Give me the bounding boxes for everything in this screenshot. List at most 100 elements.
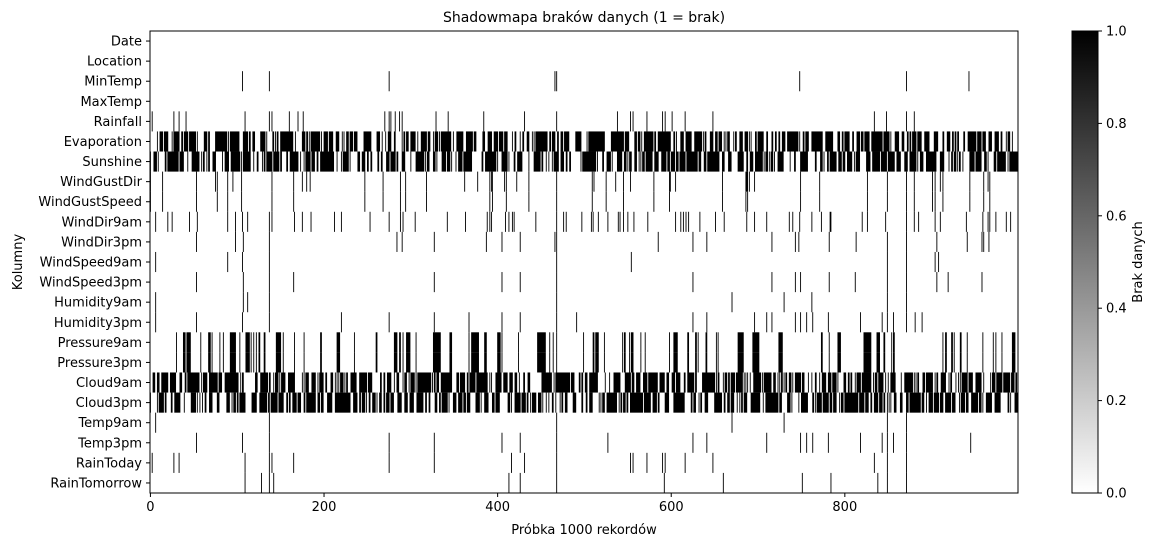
- missing-cell: [377, 151, 380, 172]
- missing-cell: [969, 171, 971, 192]
- missing-cell: [917, 131, 922, 152]
- missing-cell: [737, 332, 744, 353]
- missing-cell: [519, 472, 521, 493]
- missing-cell: [305, 372, 309, 393]
- missing-cell: [622, 332, 624, 353]
- missing-cell: [380, 151, 383, 172]
- missing-cell: [268, 452, 270, 473]
- missing-cell: [688, 211, 690, 232]
- missing-cell: [754, 211, 756, 232]
- missing-cell: [802, 131, 805, 152]
- missing-cell: [839, 392, 841, 413]
- missing-cell: [415, 151, 425, 172]
- missing-cell: [387, 131, 392, 152]
- missing-cell: [768, 151, 770, 172]
- missing-cell: [294, 352, 295, 373]
- missing-cell: [733, 131, 735, 152]
- missing-cell: [619, 211, 621, 232]
- missing-cell: [950, 372, 953, 393]
- missing-cell: [551, 131, 556, 152]
- missing-cell: [236, 392, 239, 413]
- missing-cell: [781, 131, 786, 152]
- colorbar-tick-label: 0.6: [1106, 209, 1127, 224]
- missing-cell: [242, 272, 244, 293]
- missing-cell: [942, 191, 944, 212]
- missing-cell: [432, 332, 441, 353]
- missing-cell: [485, 231, 487, 252]
- missing-cell: [773, 372, 776, 393]
- missing-cell: [981, 272, 983, 293]
- missing-cell: [405, 171, 407, 192]
- y-tick-label: Date: [111, 35, 142, 50]
- plot-background: [150, 31, 1018, 493]
- missing-cell: [983, 171, 985, 192]
- missing-cell: [899, 392, 903, 413]
- missing-cell: [985, 392, 992, 413]
- missing-cell: [886, 292, 888, 313]
- missing-cell: [435, 111, 437, 132]
- missing-cell: [229, 352, 236, 373]
- colorbar-tick-label: 0.8: [1106, 117, 1127, 132]
- missing-cell: [575, 131, 582, 152]
- missing-cell: [446, 151, 451, 172]
- missing-cell: [693, 392, 696, 413]
- missing-cell: [1000, 131, 1003, 152]
- missing-cell: [343, 131, 345, 152]
- missing-cell: [871, 131, 883, 152]
- missing-cell: [505, 191, 507, 212]
- missing-cell: [820, 352, 823, 373]
- missing-cell: [707, 151, 720, 172]
- missing-cell: [404, 372, 407, 393]
- missing-cell: [432, 372, 433, 393]
- missing-cell: [310, 211, 312, 232]
- missing-cell: [514, 372, 518, 393]
- missing-cell: [879, 392, 883, 413]
- missing-cell: [623, 191, 624, 212]
- missing-cell: [271, 171, 273, 192]
- missing-cell: [690, 392, 693, 413]
- missing-cell: [517, 151, 523, 172]
- missing-cell: [359, 392, 361, 413]
- heatmap-row-raintomorrow: [244, 472, 907, 493]
- missing-cell: [508, 472, 510, 493]
- missing-cell: [622, 352, 624, 373]
- missing-cell: [748, 131, 750, 152]
- missing-cell: [686, 151, 698, 172]
- missing-cell: [433, 272, 435, 293]
- y-tick-label: MinTemp: [84, 75, 142, 90]
- missing-cell: [491, 191, 493, 212]
- missing-cell: [208, 151, 210, 172]
- missing-cell: [386, 151, 390, 172]
- missing-cell: [906, 292, 907, 313]
- missing-cell: [253, 352, 255, 373]
- missing-cell: [590, 211, 592, 232]
- missing-cell: [303, 332, 305, 353]
- missing-cell: [416, 392, 424, 413]
- heatmap-row-cloud9am: [152, 372, 1018, 393]
- missing-cell: [837, 352, 841, 373]
- missing-cell: [514, 131, 517, 152]
- missing-cell: [303, 151, 305, 172]
- missing-cell: [268, 472, 270, 493]
- missing-cell: [989, 191, 991, 212]
- missing-cell: [493, 131, 499, 152]
- missing-cell: [794, 372, 801, 393]
- missing-cell: [396, 372, 400, 393]
- heatmap-row-windspeed3pm: [196, 272, 983, 293]
- missing-cell: [987, 211, 989, 232]
- missing-cell: [894, 131, 900, 152]
- missing-cell: [199, 392, 201, 413]
- missing-cell: [553, 151, 559, 172]
- missing-cell: [906, 71, 907, 92]
- missing-cell: [526, 392, 529, 413]
- missing-cell: [465, 211, 466, 232]
- missing-cell: [743, 392, 748, 413]
- missing-cell: [866, 191, 868, 212]
- missing-cell: [906, 111, 907, 132]
- missing-cell: [800, 432, 802, 453]
- missing-cell: [328, 131, 334, 152]
- missing-cell: [829, 211, 832, 232]
- missing-cell: [623, 352, 626, 373]
- missing-cell: [582, 151, 597, 172]
- missing-cell: [527, 372, 531, 393]
